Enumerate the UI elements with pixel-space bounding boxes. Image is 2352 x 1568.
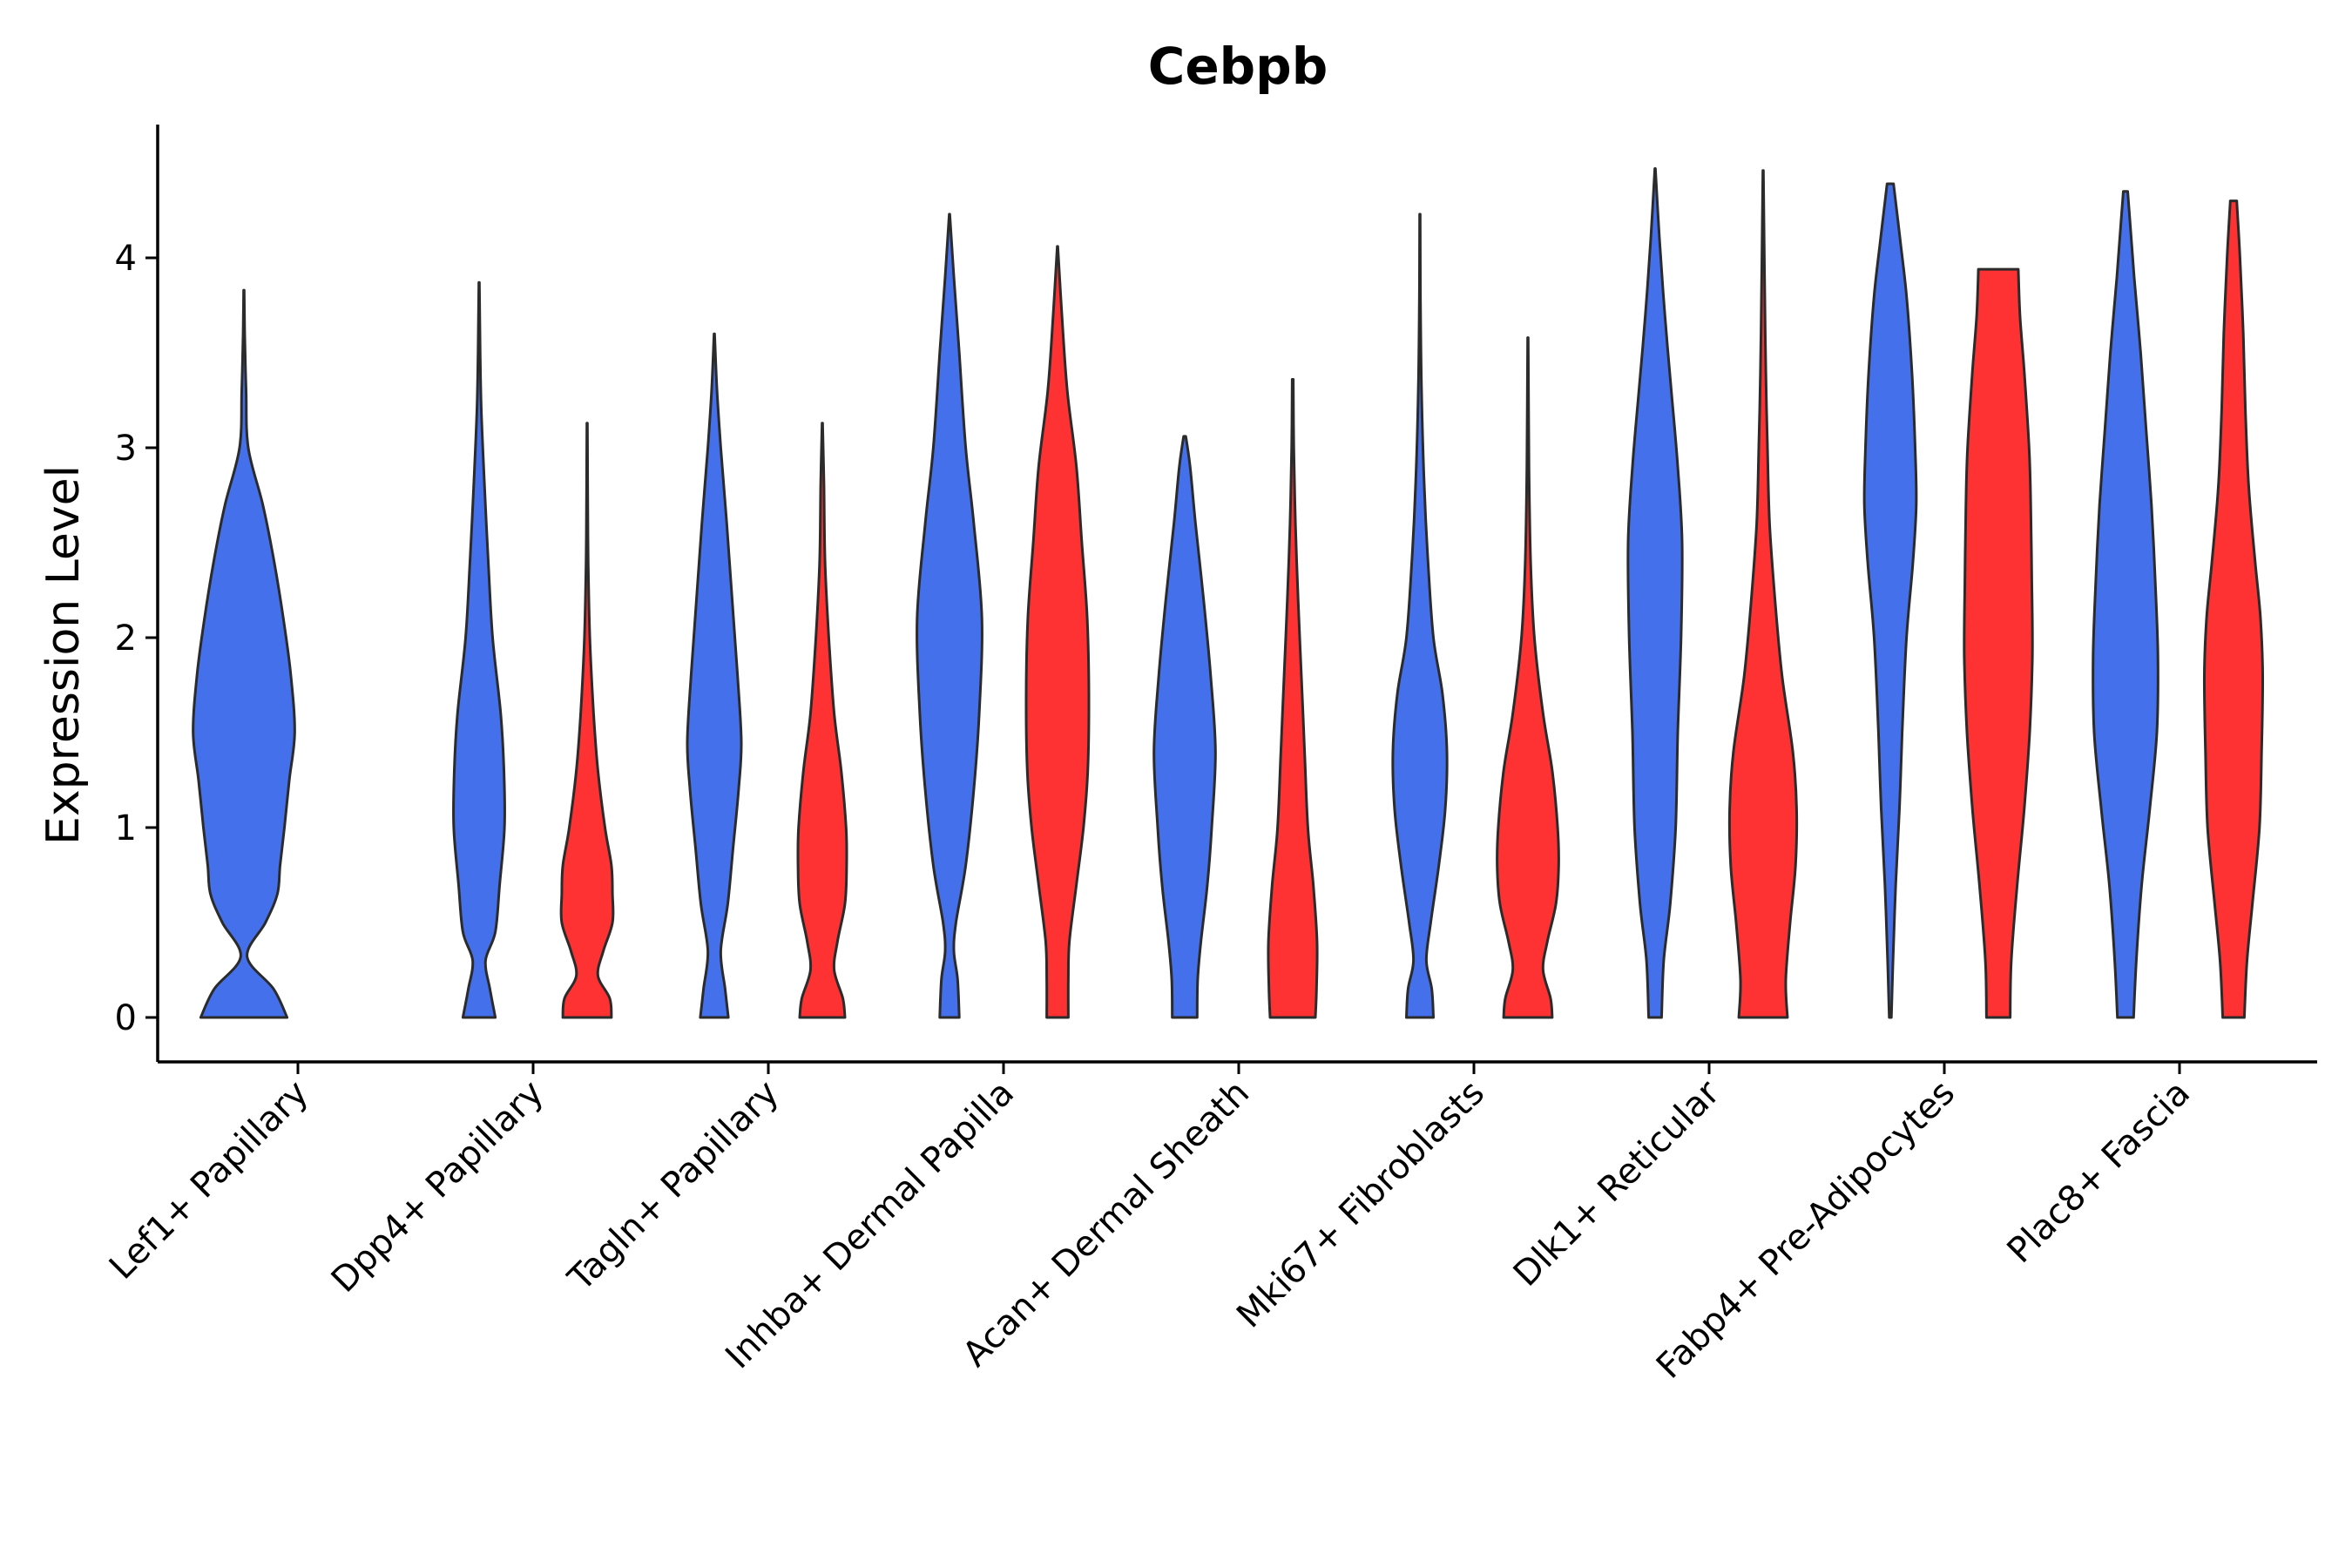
chart-title: Cebpb [1148,37,1328,96]
violin-3-a [916,213,983,1019]
violin-4-b [1267,378,1319,1019]
violin-6-a [1626,167,1684,1019]
violin-5-a [1391,213,1449,1019]
violin-7-a [1862,182,1918,1019]
violin-8-b [2202,199,2265,1019]
x-tick-label: Mki67+ Fibroblasts [1229,1073,1492,1336]
violin-1-b [559,422,615,1019]
violin-5-b [1496,336,1560,1019]
y-tick-label: 2 [115,618,137,659]
x-tick-label: Lef1+ Papillary [102,1073,316,1288]
y-tick-label: 3 [115,429,137,469]
violin-6-b [1727,169,1799,1019]
y-axis-ticks: 0 1 2 3 4 [115,239,158,1038]
violin-3-b [1024,245,1091,1019]
y-tick-label: 1 [115,808,137,848]
violin-8-a [2092,190,2159,1019]
violin-2-a [686,332,743,1019]
x-tick-label: Tagln+ Papillary [560,1073,787,1300]
violin-group [192,167,2265,1019]
x-tick-label: Plac8+ Fascia [2000,1073,2199,1272]
x-tick-label: Dlk1+ Reticular [1506,1072,1728,1294]
violin-7-b [1963,267,2034,1019]
y-axis-label: Expression Level [37,465,90,845]
violin-4-a [1152,435,1217,1019]
violin-2-b [796,422,848,1019]
y-tick-label: 0 [115,998,137,1038]
x-tick-label: Dpp4+ Papillary [324,1073,551,1301]
violin-0-a [192,288,296,1019]
y-tick-label: 4 [115,239,137,279]
x-axis-ticks: Lef1+ Papillary Dpp4+ Papillary Tagln+ Pap… [102,1062,2198,1387]
violin-1-a [452,280,506,1019]
